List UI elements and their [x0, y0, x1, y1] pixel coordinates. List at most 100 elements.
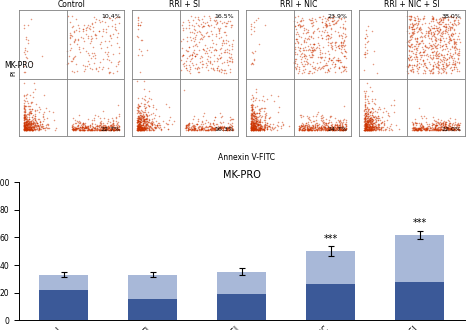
Point [107, 127, 114, 132]
Point [427, 67, 435, 73]
Point [363, 125, 370, 130]
Point [360, 109, 368, 114]
Point [190, 114, 198, 119]
Point [335, 57, 342, 62]
Point [316, 125, 324, 130]
Point [308, 33, 315, 39]
Point [294, 23, 301, 28]
Point [308, 15, 316, 20]
Point [197, 21, 205, 27]
Point [137, 127, 145, 132]
Point [248, 125, 256, 131]
Point [368, 125, 375, 130]
Point [313, 128, 321, 133]
Point [196, 127, 203, 132]
Point [101, 122, 109, 127]
Point [247, 116, 255, 121]
Point [368, 126, 375, 131]
Point [75, 120, 82, 126]
Point [135, 124, 143, 130]
Point [362, 93, 369, 98]
Point [141, 125, 148, 130]
Point [426, 55, 434, 60]
Point [20, 97, 28, 103]
Point [328, 127, 336, 132]
Point [444, 52, 451, 57]
Point [335, 42, 343, 48]
Point [313, 127, 320, 132]
Point [314, 26, 322, 31]
Point [27, 118, 35, 124]
Point [406, 21, 414, 26]
Point [147, 96, 155, 102]
Point [305, 16, 313, 21]
Point [429, 46, 437, 51]
Point [274, 109, 282, 115]
Point [86, 61, 93, 66]
Point [378, 126, 385, 131]
Point [20, 123, 28, 129]
Point [212, 18, 219, 24]
Point [318, 126, 325, 131]
Point [370, 126, 377, 131]
Point [331, 61, 338, 67]
Point [441, 125, 448, 130]
Point [298, 128, 305, 133]
Point [70, 55, 77, 60]
Point [76, 47, 83, 52]
Point [320, 57, 328, 63]
Point [77, 124, 84, 130]
Point [365, 121, 372, 126]
Point [308, 127, 315, 133]
Point [23, 55, 30, 60]
Point [434, 68, 442, 73]
Point [420, 114, 428, 119]
Point [134, 119, 141, 124]
Point [362, 116, 369, 121]
Point [107, 60, 115, 65]
Point [324, 120, 332, 125]
Point [311, 124, 319, 129]
Point [312, 125, 319, 130]
Point [314, 34, 322, 40]
Point [79, 121, 86, 126]
Point [406, 62, 413, 68]
Point [69, 128, 77, 133]
Point [319, 127, 326, 132]
Point [140, 127, 148, 132]
Point [82, 125, 89, 131]
Point [374, 121, 382, 127]
Point [256, 128, 264, 133]
Point [365, 125, 373, 130]
Point [444, 63, 451, 68]
Point [377, 106, 384, 112]
Point [96, 128, 104, 133]
Point [22, 114, 29, 119]
Point [109, 120, 117, 125]
Point [255, 120, 263, 125]
Point [447, 70, 455, 75]
Point [363, 128, 371, 133]
Point [416, 126, 423, 131]
Point [413, 46, 420, 51]
Point [86, 127, 94, 132]
Point [36, 122, 44, 127]
Point [317, 124, 325, 130]
Point [381, 105, 388, 110]
Point [300, 125, 308, 130]
Point [247, 127, 255, 132]
Point [184, 121, 191, 126]
Point [247, 108, 255, 113]
Point [248, 126, 256, 132]
Point [20, 115, 28, 121]
Point [440, 125, 448, 130]
Point [136, 127, 143, 133]
Point [322, 21, 330, 27]
Point [255, 128, 263, 133]
Point [75, 119, 83, 124]
Point [420, 127, 428, 132]
Point [98, 127, 106, 133]
Point [22, 121, 30, 127]
Point [191, 127, 199, 132]
Point [247, 127, 255, 132]
